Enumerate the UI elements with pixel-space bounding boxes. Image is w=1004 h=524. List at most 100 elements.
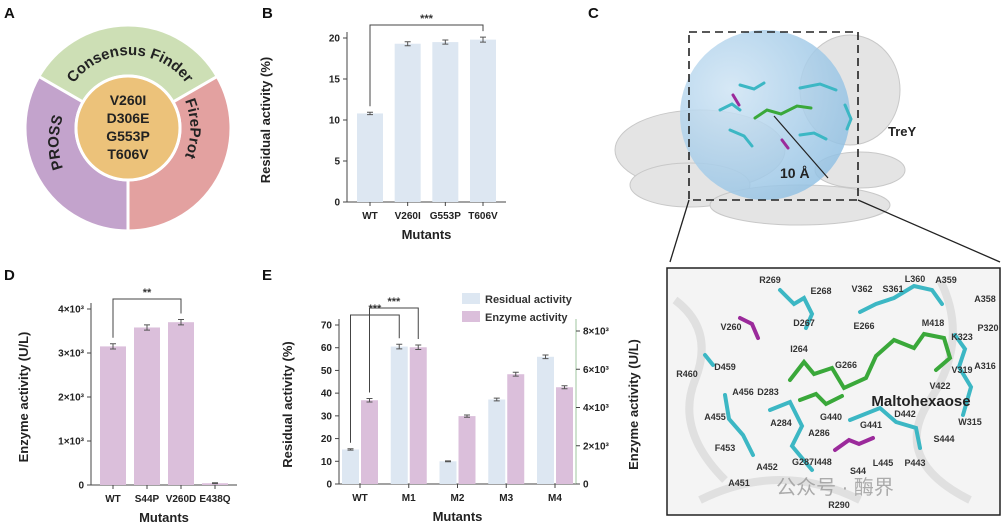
x-tick-label: M4 <box>548 493 562 504</box>
mutation-d306e: D306E <box>107 110 150 126</box>
residue-label: R269 <box>759 275 781 285</box>
ligand-label: Maltohexaose <box>871 393 970 410</box>
significance-label: *** <box>420 13 434 25</box>
search-radius-sphere <box>680 30 850 200</box>
residue-label: L445 <box>873 458 894 468</box>
chart-e-combined-activity: 0 10 20 30 40 50 60 70 WT M1 M2 M3 M4 Mutants Residual… <box>280 293 641 524</box>
residue-label: D459 <box>714 362 736 372</box>
legend-label: Residual activity <box>485 294 573 306</box>
significance-label: ** <box>143 287 152 299</box>
bar <box>361 400 378 484</box>
panel-label-c: C <box>588 5 599 22</box>
y-tick-label: 50 <box>321 366 333 377</box>
x-tick-label: T606V <box>468 211 498 222</box>
right-y-tick-label: 4×10³ <box>583 403 610 414</box>
watermark: 公众号 · 酶界 <box>776 476 894 499</box>
error-bar <box>445 460 451 463</box>
right-y-tick-label: 6×10³ <box>583 365 610 376</box>
residue-label: P443 <box>904 458 925 468</box>
residue-label: V362 <box>851 284 872 294</box>
bar <box>134 327 160 485</box>
right-y-tick-label: 8×10³ <box>583 327 610 338</box>
residue-label: V260 <box>720 322 741 332</box>
residue-label: D267 <box>793 318 815 328</box>
inset-sticks <box>703 283 974 472</box>
residue-label: D283 <box>757 387 779 397</box>
bar <box>409 347 427 484</box>
x-tick-label: WT <box>352 493 368 504</box>
error-bar <box>561 385 568 390</box>
chart-b-residual-activity: 0 5 10 15 20 WT V260I G553P T606V Mutants Residual… <box>258 13 506 242</box>
legend-swatch <box>462 311 480 322</box>
panel-label-e: E <box>262 267 272 284</box>
y-tick-label: 4×10³ <box>58 305 85 316</box>
error-bar <box>367 111 373 116</box>
x-tick-label: E438Q <box>199 494 230 505</box>
residue-label: A284 <box>770 418 792 428</box>
x-axis-label: Mutants <box>139 510 189 524</box>
residue-label: G440 <box>820 412 842 422</box>
error-bar <box>512 371 519 377</box>
error-bar <box>178 319 184 326</box>
residue-label: D442 <box>894 409 916 419</box>
panel-label-d: D <box>4 267 15 284</box>
residue-label: R290 <box>828 500 850 510</box>
significance-bracket <box>369 307 419 393</box>
residue-label: K323 <box>951 332 973 342</box>
y-tick-label: 30 <box>321 411 333 422</box>
mutation-g553p: G553P <box>106 128 150 144</box>
x-tick-label: G553P <box>430 211 461 222</box>
y-tick-label: 15 <box>329 75 341 86</box>
y-tick-label: 2×10³ <box>58 393 85 404</box>
bar <box>168 322 194 485</box>
residue-label: M418 <box>922 318 945 328</box>
y-axis-label: Residual activity (%) <box>258 57 273 183</box>
residue-label: A456 <box>732 387 754 397</box>
error-bar <box>464 414 470 418</box>
significance-bracket <box>369 24 484 107</box>
y-tick-label: 20 <box>329 34 341 45</box>
mutation-v260i: V260I <box>110 92 147 108</box>
residue-label: V422 <box>929 381 950 391</box>
x-axis-label: Mutants <box>402 227 452 242</box>
error-bar <box>144 324 150 331</box>
residue-label: V319 <box>951 365 972 375</box>
chart-d-enzyme-activity: 0 1×10³ 2×10³ 3×10³ 4×10³ WT S44P V260D E438Q Mut… <box>16 287 237 524</box>
residue-label: I264 <box>790 344 808 354</box>
residue-label: G287 <box>792 457 814 467</box>
residue-label: G266 <box>835 360 857 370</box>
residue-label: E268 <box>810 286 831 296</box>
error-bar <box>404 41 411 47</box>
x-tick-label: V260I <box>395 211 421 222</box>
residue-label: A452 <box>756 462 778 472</box>
x-axis-label: Mutants <box>433 509 483 524</box>
error-bar <box>542 354 549 360</box>
bar <box>537 356 554 484</box>
legend-swatch <box>462 293 480 304</box>
bar <box>439 461 457 484</box>
y-tick-label: 20 <box>321 434 333 445</box>
panel-label-b: B <box>262 5 273 22</box>
residue-label: W315 <box>958 417 982 427</box>
residue-label: A359 <box>935 275 957 285</box>
bar <box>432 42 459 202</box>
error-bar <box>110 343 116 350</box>
x-tick-label: WT <box>105 494 121 505</box>
y-tick-label: 60 <box>321 343 333 354</box>
y-tick-label: 5 <box>334 157 340 168</box>
method-donut: Consensus Finder FireProt PROSS V260I D3… <box>23 23 233 233</box>
bar <box>100 346 126 485</box>
x-tick-label: WT <box>362 211 378 222</box>
residue-label: R460 <box>676 369 698 379</box>
y-axis-label: Enzyme activity (U/L) <box>16 332 31 463</box>
zoom-region-box <box>688 31 859 201</box>
donut-center <box>74 74 182 182</box>
y-tick-label: 40 <box>321 389 333 400</box>
y-tick-label: 0 <box>334 198 340 209</box>
error-bar <box>347 448 354 451</box>
zoom-connector-left <box>669 199 690 263</box>
x-tick-label: M2 <box>451 493 465 504</box>
bar <box>488 399 506 484</box>
